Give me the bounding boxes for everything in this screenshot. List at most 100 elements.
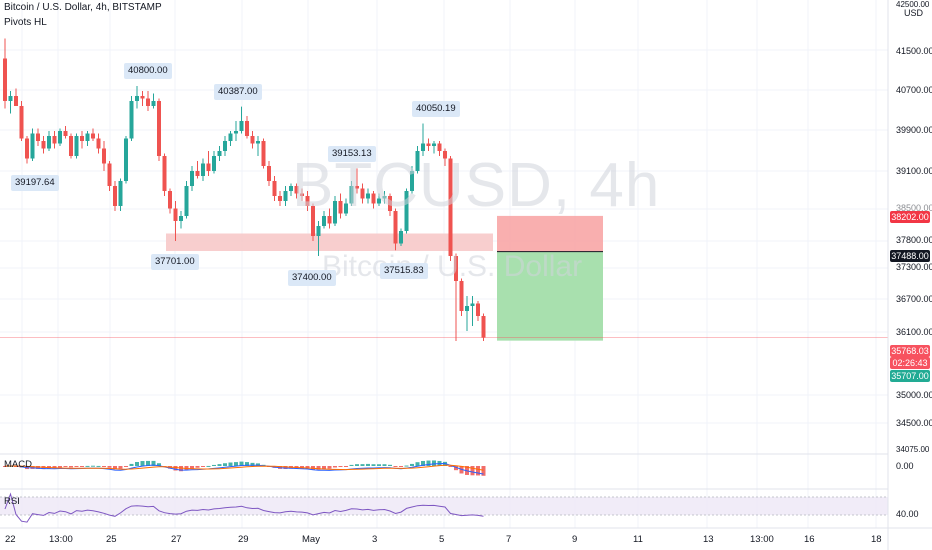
time-tick: 13:00: [750, 534, 774, 545]
time-tick: 22: [5, 534, 16, 545]
entry-price-badge[interactable]: 37488.00: [890, 250, 930, 262]
candle-up: [404, 191, 409, 231]
macd-histogram-bar: [245, 462, 249, 466]
macd-histogram-bar: [448, 466, 453, 467]
candle-down: [157, 101, 161, 156]
time-tick: 27: [171, 534, 182, 545]
candle-down: [448, 158, 453, 256]
macd-histogram-bar: [470, 466, 475, 476]
rsi-value: 40.00: [896, 509, 919, 519]
macd-histogram-bar: [404, 465, 409, 467]
candle-down: [52, 136, 57, 144]
macd-histogram-bar: [212, 464, 216, 466]
macd-histogram-bar: [58, 466, 62, 468]
price-axis-bottom-label: 34075.00: [896, 445, 930, 454]
candle-down: [36, 133, 40, 141]
stop-price-badge[interactable]: 38202.00: [890, 211, 930, 223]
chart-title[interactable]: Bitcoin / U.S. Dollar, 4h, BITSTAMP: [4, 2, 162, 13]
candle-down: [3, 58, 7, 101]
pivot-label-low: 39197.64: [11, 175, 59, 191]
rsi-label[interactable]: RSI: [4, 496, 20, 507]
watermark-name: Bitcoin / U.S. Dollar: [322, 250, 583, 283]
candle-up: [366, 193, 370, 199]
candle-down: [454, 256, 458, 281]
macd-histogram-bar: [69, 466, 73, 468]
candle-down: [250, 136, 255, 144]
macd-histogram-bar: [91, 465, 95, 467]
support-zone: [166, 233, 493, 251]
price-tick: 39900.00: [896, 125, 932, 135]
price-tick: 38500.00: [896, 203, 932, 213]
candle-down: [25, 138, 29, 159]
time-tick: 16: [804, 534, 815, 545]
price-axis-currency: USD: [904, 8, 924, 18]
macd-histogram-bar: [140, 461, 145, 466]
price-tick: 40700.00: [896, 85, 932, 95]
price-tick: 37800.00: [896, 235, 932, 245]
candle-up: [184, 186, 189, 216]
grid-lines: [0, 0, 888, 528]
macd-histogram-bar: [344, 466, 348, 467]
macd-histogram-bar: [399, 466, 403, 467]
watermark-symbol: BTCUSD, 4h: [292, 151, 661, 220]
macd-histogram-bar: [217, 464, 222, 466]
candle-down: [311, 206, 315, 236]
macd-histogram-bar: [124, 466, 128, 467]
macd-histogram-bar: [415, 462, 420, 466]
macd-histogram-bar: [234, 462, 238, 466]
candle-down: [80, 136, 84, 141]
target-price-badge[interactable]: 35707.00: [890, 370, 930, 382]
candle-down: [102, 148, 106, 164]
macd-histogram-bar: [228, 462, 233, 466]
candle-up: [124, 138, 128, 181]
candle-down: [459, 281, 464, 311]
stop-loss-zone: [497, 215, 603, 252]
candle-down: [300, 193, 304, 196]
candle-down: [69, 136, 73, 156]
time-tick: 9: [572, 534, 578, 545]
time-tick: 3: [372, 534, 378, 545]
macd-histogram-bar: [135, 461, 139, 466]
candle-up: [223, 141, 227, 151]
macd-histogram-bar: [195, 466, 200, 468]
macd-histogram-bar: [256, 463, 260, 466]
macd-histogram-bar: [305, 466, 310, 469]
macd-histogram-bar: [454, 466, 458, 471]
candle-down: [261, 141, 266, 166]
candle-up: [212, 156, 216, 171]
indicator-panels: [0, 453, 932, 529]
candle-up: [30, 133, 35, 159]
candle-up: [289, 186, 293, 191]
macd-histogram-bar: [327, 466, 332, 469]
price-tick: 36100.00: [896, 327, 932, 337]
candle-up: [8, 96, 13, 101]
pivot-label-low: 37515.83: [380, 263, 428, 279]
pivot-label-low: 37701.00: [151, 254, 199, 270]
candle-up: [58, 131, 62, 144]
candle-up: [179, 216, 183, 221]
macd-histogram-bar: [283, 466, 288, 469]
macd-histogram-bar: [377, 464, 381, 466]
macd-histogram-bar: [316, 466, 321, 470]
candle-up: [399, 231, 403, 244]
candle-down: [245, 121, 249, 136]
candle-down: [305, 196, 310, 206]
candle-down: [360, 188, 365, 199]
price-tick: 37300.00: [896, 262, 932, 272]
macd-label[interactable]: MACD: [4, 459, 32, 470]
candle-up: [85, 133, 90, 141]
candle-down: [146, 98, 150, 106]
candle-up: [190, 171, 194, 186]
candle-down: [476, 303, 480, 316]
candle-down: [371, 193, 376, 204]
candle-down: [162, 156, 167, 191]
last-price-badge[interactable]: 35768.03: [890, 345, 930, 357]
candle-down: [267, 166, 271, 181]
time-tick: 13: [703, 534, 714, 545]
macd-histogram-bar: [52, 466, 57, 469]
macd-histogram-bar: [74, 466, 79, 467]
candle-up: [135, 96, 139, 101]
candle-down: [338, 201, 343, 214]
indicator-name[interactable]: Pivots HL: [4, 17, 47, 28]
